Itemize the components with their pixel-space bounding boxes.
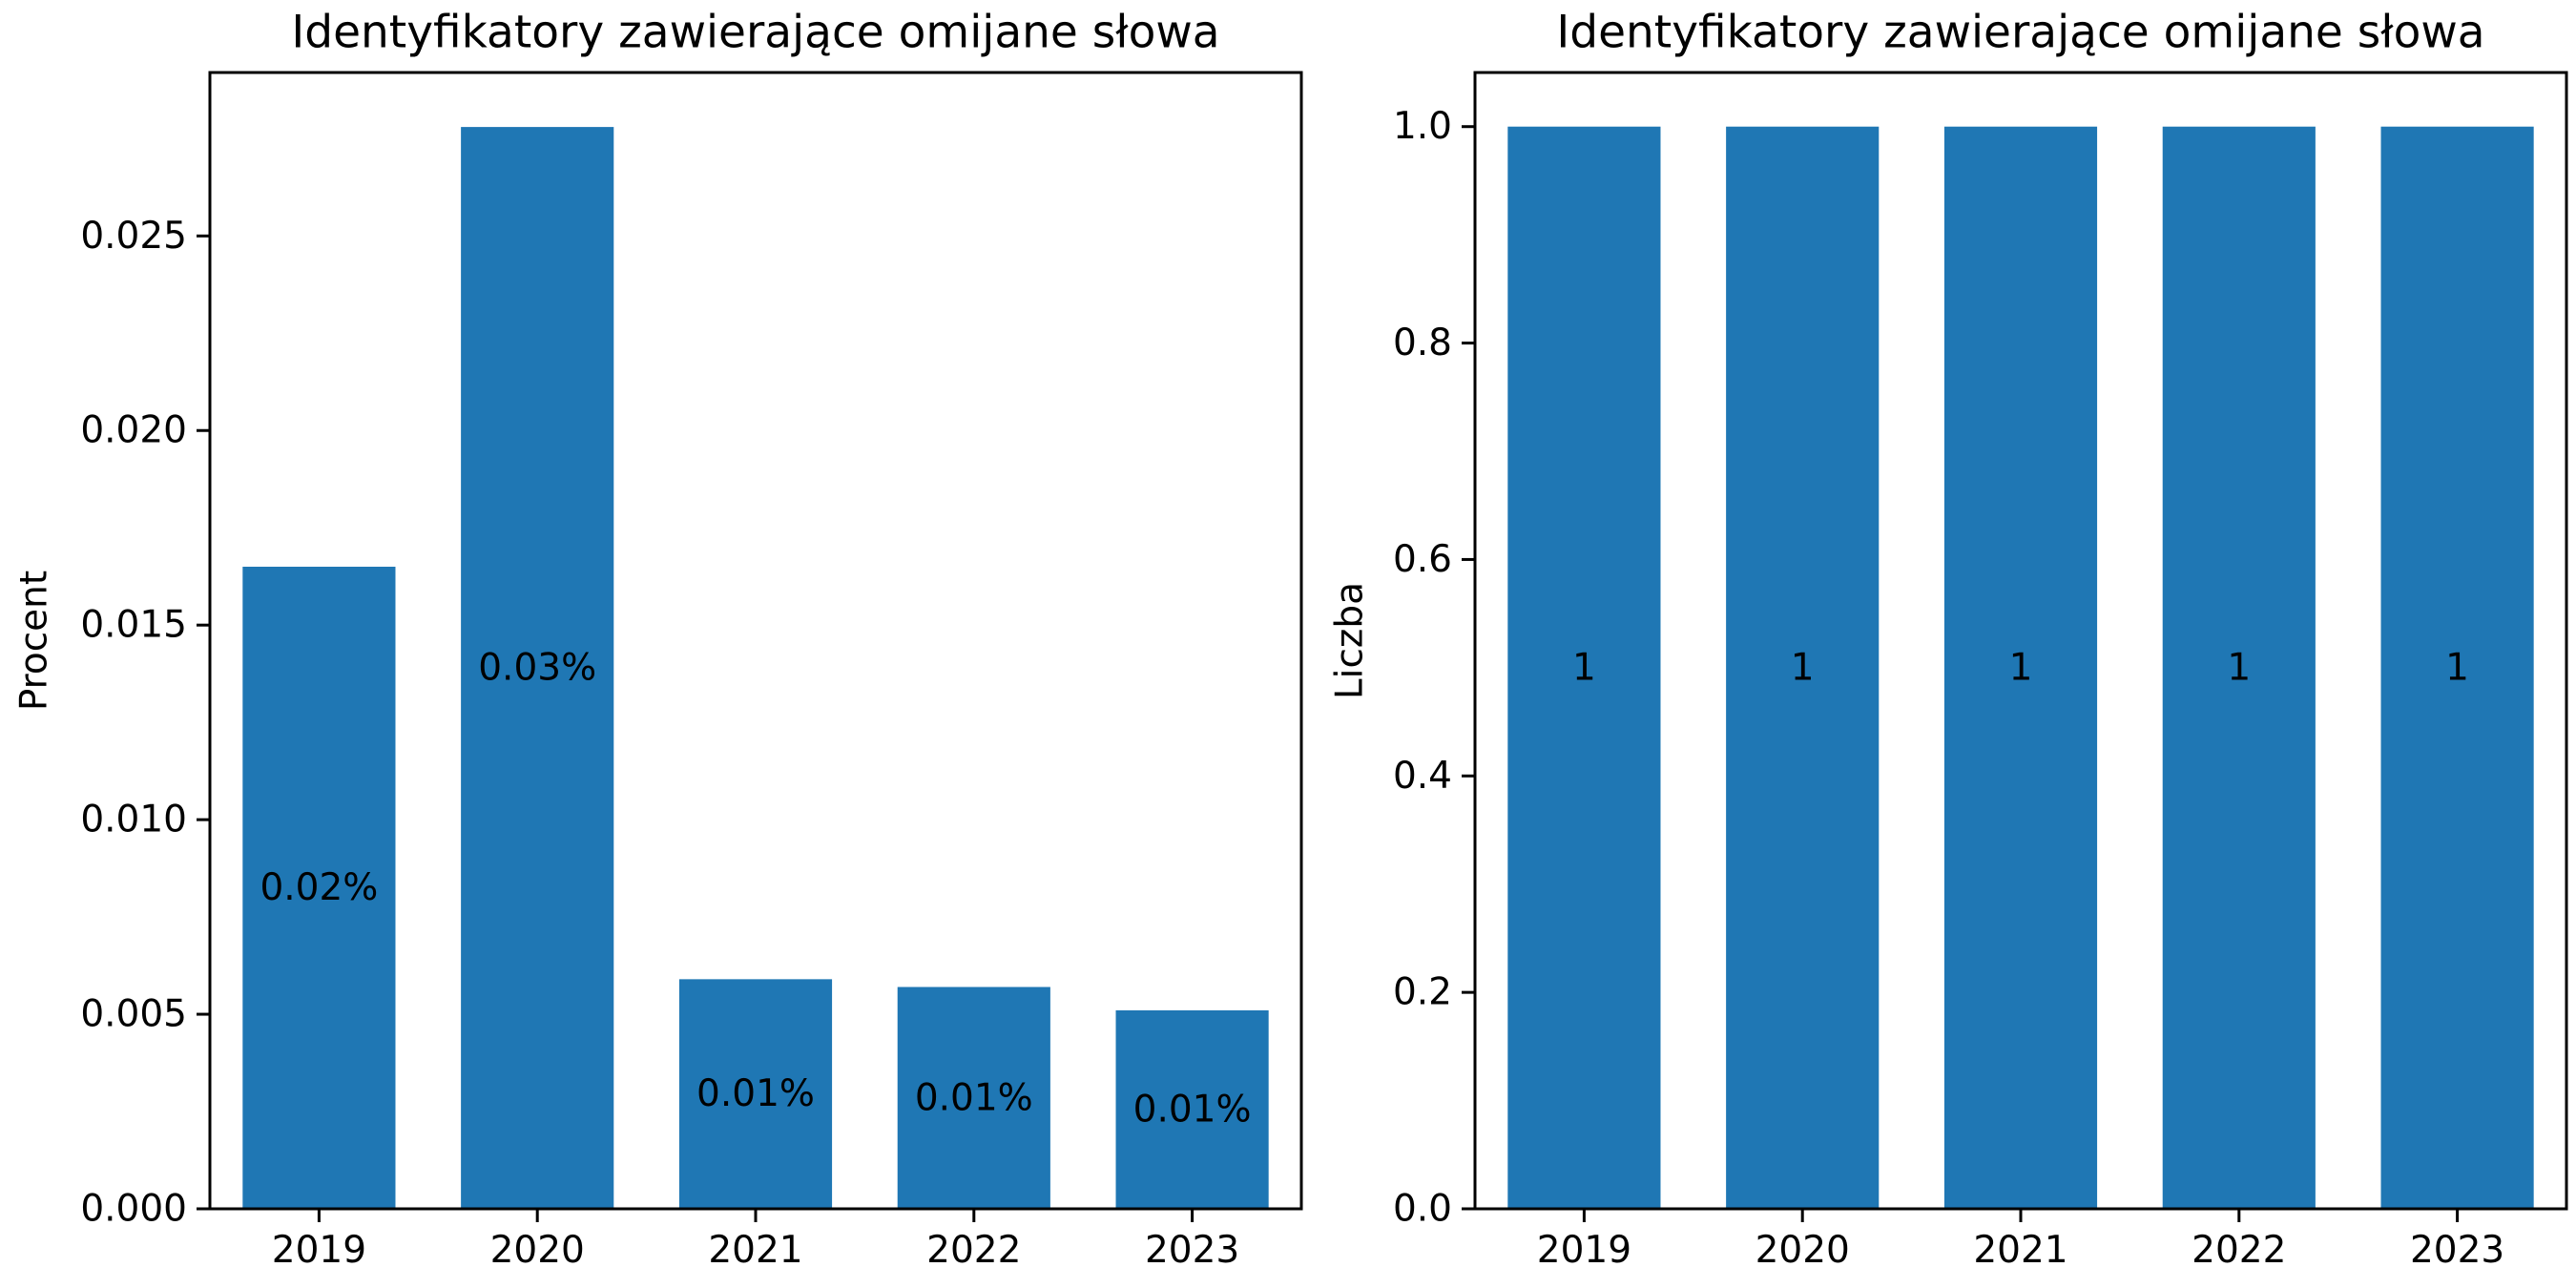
y-tick-label: 0.020 bbox=[80, 409, 187, 452]
data-label-2022: 1 bbox=[2227, 646, 2251, 689]
chart-title: Identyfikatory zawierające omijane słowa bbox=[291, 7, 1219, 59]
x-tick-label-2019: 2019 bbox=[1537, 1229, 1631, 1272]
bar-2022 bbox=[2162, 126, 2316, 1210]
y-tick-label: 0.2 bbox=[1393, 971, 1452, 1014]
bar-2021 bbox=[1943, 126, 2098, 1210]
bar-2023 bbox=[1115, 1009, 1269, 1209]
y-tick-label: 0.000 bbox=[80, 1188, 187, 1231]
bar-2023 bbox=[2380, 126, 2534, 1210]
chart-panel-1: 0.02% 0.03% 0.01% 0.01% 0.01% 0.000 0.005 0.010… bbox=[13, 7, 1303, 1272]
chart-title: Identyfikatory zawierające omijane słowa bbox=[1556, 7, 2484, 59]
data-label-2023: 1 bbox=[2445, 646, 2469, 689]
data-label-2019: 1 bbox=[1572, 646, 1596, 689]
bar-2020 bbox=[461, 127, 614, 1209]
y-tick-label: 0.8 bbox=[1393, 322, 1452, 364]
x-tick-label-2021: 2021 bbox=[1973, 1229, 2067, 1272]
x-tick-label-2023: 2023 bbox=[2410, 1229, 2504, 1272]
x-tick-label-2023: 2023 bbox=[1145, 1229, 1239, 1272]
data-label-2021: 0.01% bbox=[696, 1072, 815, 1115]
bar-2020 bbox=[1726, 126, 1880, 1210]
y-tick-label: 0.4 bbox=[1393, 755, 1452, 798]
x-tick-label-2022: 2022 bbox=[2192, 1229, 2286, 1272]
y-tick-label: 0.010 bbox=[80, 799, 187, 841]
y-tick-label: 1.0 bbox=[1393, 105, 1452, 148]
chart-panel-2: 1 1 1 1 1 0.0 0.2 0.4 0.6 0.8 1.0 2019 2020 2021 2022 2… bbox=[1329, 7, 2568, 1272]
data-label-2020: 0.03% bbox=[478, 647, 596, 690]
bar-2021 bbox=[678, 979, 833, 1209]
data-label-2020: 1 bbox=[1791, 646, 1815, 689]
data-label-2019: 0.02% bbox=[260, 866, 378, 909]
x-tick-label-2021: 2021 bbox=[708, 1229, 802, 1272]
data-label-2023: 0.01% bbox=[1133, 1088, 1252, 1131]
y-axis-label: Procent bbox=[13, 571, 56, 711]
x-tick-label-2020: 2020 bbox=[1755, 1229, 1850, 1272]
x-tick-label-2022: 2022 bbox=[926, 1229, 1021, 1272]
y-tick-label: 0.0 bbox=[1393, 1188, 1452, 1231]
bar-2022 bbox=[897, 987, 1050, 1209]
y-tick-label: 0.005 bbox=[80, 993, 187, 1036]
y-tick-label: 0.025 bbox=[80, 215, 187, 258]
y-tick-label: 0.015 bbox=[80, 604, 187, 647]
bar-2019 bbox=[1507, 126, 1661, 1210]
bar-2019 bbox=[242, 567, 396, 1209]
x-tick-label-2019: 2019 bbox=[272, 1229, 366, 1272]
y-axis-label: Liczba bbox=[1329, 582, 1372, 699]
data-label-2022: 0.01% bbox=[915, 1076, 1033, 1119]
data-label-2021: 1 bbox=[2009, 646, 2033, 689]
x-tick-label-2020: 2020 bbox=[490, 1229, 585, 1272]
y-tick-label: 0.6 bbox=[1393, 538, 1452, 581]
